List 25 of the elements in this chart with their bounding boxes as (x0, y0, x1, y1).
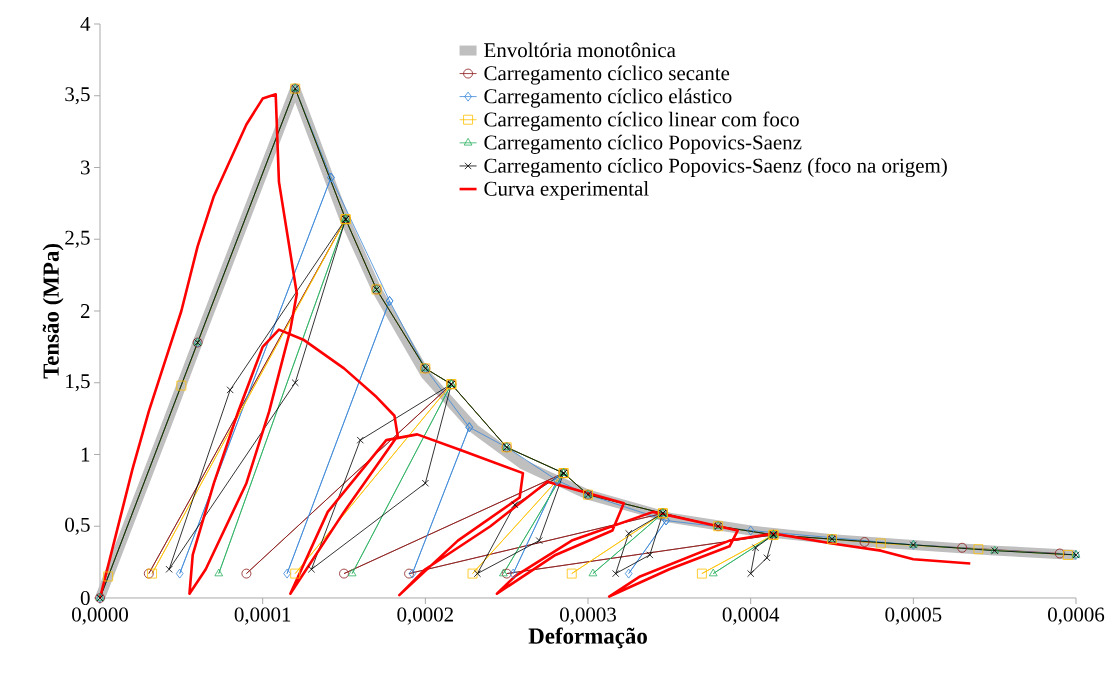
legend-label: Carregamento cíclico Popovics-Saenz (484, 134, 802, 154)
y-tick-label: 0 (80, 590, 90, 606)
x-tick-label: 0,0002 (397, 607, 453, 625)
x-tick-label: 0,0000 (72, 607, 128, 625)
y-tick-label: 3,5 (65, 87, 90, 105)
x-tick-label: 0,0001 (234, 607, 291, 625)
y-tick-label: 0,5 (65, 517, 90, 535)
legend-label: Carregamento cíclico linear com foco (484, 111, 799, 131)
y-tick-label: 2,5 (65, 230, 90, 248)
y-tick-label: 2 (80, 304, 90, 318)
x-tick-label: 0,0004 (722, 607, 780, 625)
legend-label: Carregamento cíclico Popovics-Saenz (foco na origem) (484, 157, 947, 178)
x-tick-label: 0,0005 (885, 607, 942, 625)
legend-label: Curva experimental (484, 181, 649, 201)
legend-label: Envoltória monotônica (484, 42, 676, 58)
x-tick-label: 0,0003 (560, 607, 616, 625)
y-axis-title: Tensão (MPa) (42, 244, 64, 379)
y-tick-label: 4 (80, 17, 91, 31)
legend-label: Carregamento cíclico secante (484, 65, 730, 85)
x-tick-label: 0,0006 (1048, 607, 1105, 625)
y-tick-label: 1 (81, 447, 90, 462)
legend-label: Carregamento cíclico elástico (484, 88, 732, 108)
x-axis-title: Deformação (528, 627, 647, 649)
y-tick-label: 1,5 (66, 374, 90, 392)
y-tick-label: 3 (81, 160, 90, 175)
